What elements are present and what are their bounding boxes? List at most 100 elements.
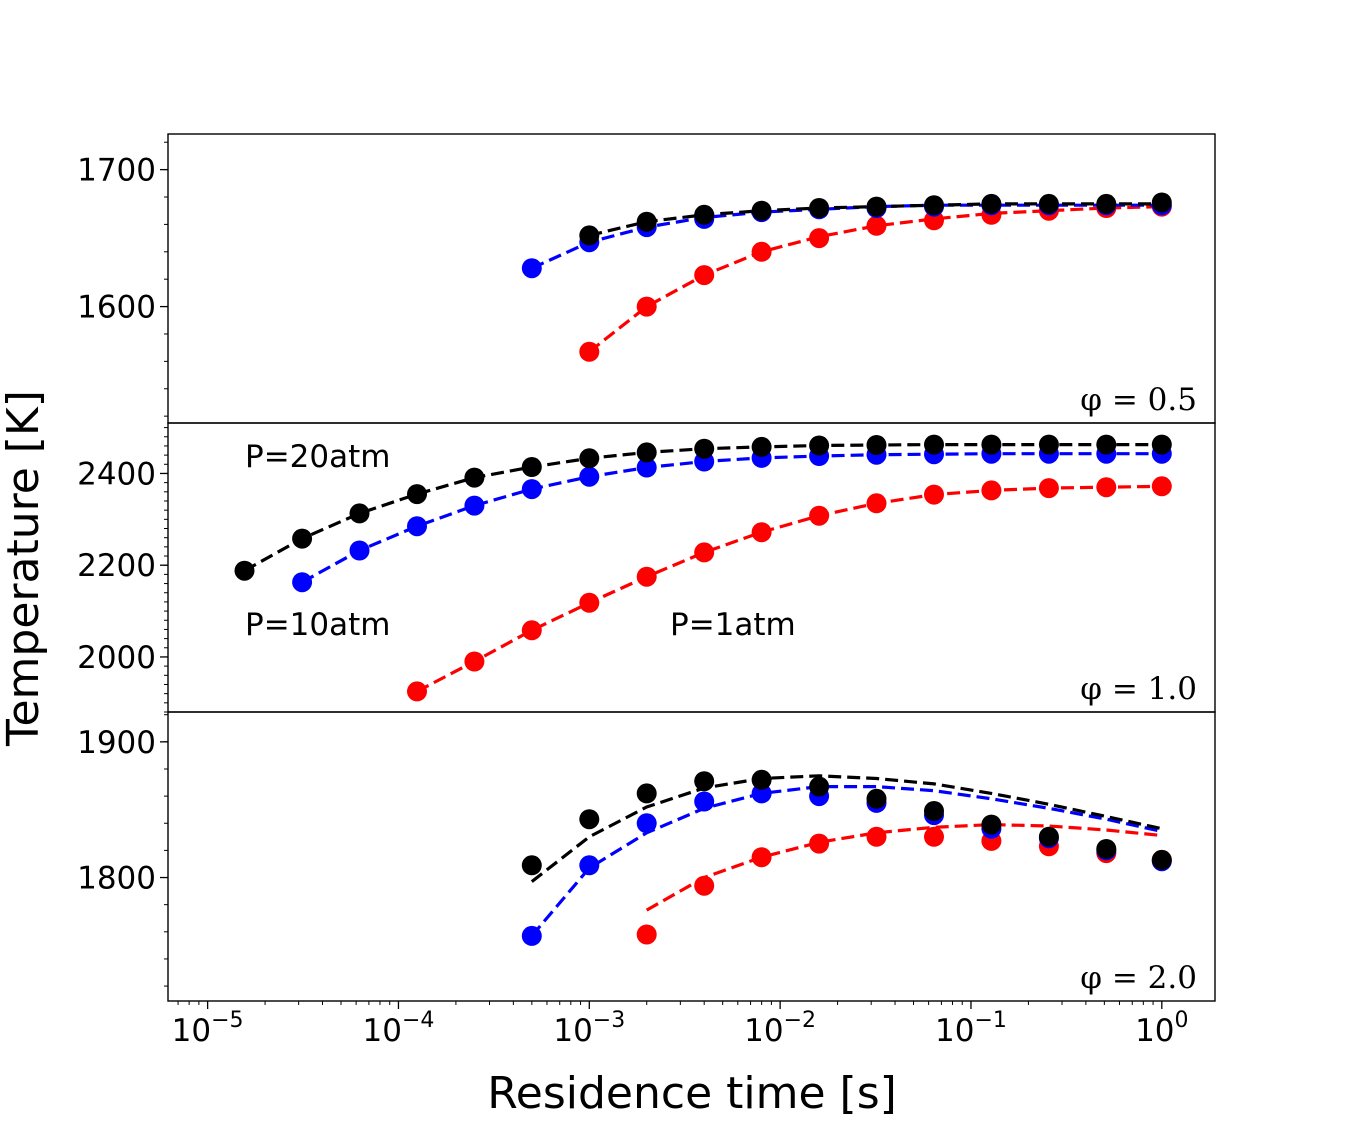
- data-point: [866, 826, 887, 847]
- data-point: [636, 296, 657, 317]
- x-tick-exponent: −4: [402, 1008, 434, 1033]
- panel-1: 1600 1700 φ = 0.5: [77, 133, 1216, 424]
- equivalence-ratio-label: φ = 1.0: [1080, 671, 1197, 707]
- data-point: [981, 434, 1002, 455]
- data-point: [521, 258, 542, 279]
- x-tick-exponent: −5: [211, 1008, 243, 1033]
- data-point: [1096, 477, 1117, 498]
- x-axis: 10−5 10−4 10−3 10−2 10−1 100: [172, 1001, 1189, 1049]
- series-line-p-1atm: [588, 205, 1162, 354]
- series-line-p-10atm: [531, 203, 1162, 270]
- x-tick-base: 10: [935, 1013, 974, 1049]
- data-point: [636, 783, 657, 804]
- x-tick-base: 10: [553, 1013, 592, 1049]
- data-point: [866, 435, 887, 455]
- data-point: [751, 847, 772, 868]
- data-point: [694, 875, 715, 896]
- data-point: [924, 826, 944, 847]
- data-point: [579, 466, 600, 487]
- data-point: [1038, 193, 1059, 214]
- y-tick-label: 2400: [77, 456, 156, 492]
- panel-frame: [167, 711, 1216, 1002]
- series-points-p-10atm: [521, 783, 1172, 946]
- data-point: [924, 801, 944, 821]
- data-point: [866, 196, 887, 217]
- data-point: [636, 566, 657, 587]
- equivalence-ratio-label: φ = 2.0: [1080, 960, 1197, 996]
- panels-layer: 1600 1700 φ = 0.5 2000 2200 2400 φ = 1.0 P=20at…: [77, 133, 1216, 1002]
- data-point: [866, 215, 887, 236]
- data-point: [809, 228, 830, 249]
- data-point: [349, 540, 370, 561]
- data-point: [866, 788, 887, 809]
- data-point: [407, 516, 427, 537]
- data-point: [924, 195, 944, 216]
- pressure-annotation: P=1atm: [670, 607, 796, 643]
- data-point: [349, 503, 370, 524]
- data-point: [579, 341, 600, 362]
- data-point: [407, 484, 427, 505]
- data-point: [636, 211, 657, 232]
- data-point: [521, 925, 542, 946]
- series-line-p-1atm: [645, 822, 1162, 912]
- data-point: [1151, 849, 1172, 870]
- x-tick-label: 10−4: [363, 1008, 435, 1049]
- data-point: [981, 193, 1002, 214]
- data-point: [636, 813, 657, 834]
- y-tick-label: 1700: [77, 153, 156, 189]
- x-tick-base: 10: [1135, 1013, 1174, 1049]
- data-point: [866, 493, 887, 514]
- data-point: [636, 457, 657, 478]
- panel-2: 2000 2200 2400 φ = 1.0 P=20atm P=10atm P=1atm: [77, 422, 1216, 713]
- data-point: [809, 833, 830, 854]
- series-points-p-20atm: [521, 769, 1172, 876]
- series-line-p-1atm: [416, 484, 1162, 693]
- data-point: [751, 769, 772, 790]
- series-line-p-20atm: [530, 774, 1163, 883]
- data-point: [751, 522, 772, 543]
- data-point: [751, 200, 772, 221]
- y-tick-label: 2000: [77, 640, 156, 676]
- data-point: [751, 436, 772, 457]
- series-points-p-1atm: [407, 476, 1172, 702]
- series-points-p-1atm: [636, 826, 1172, 945]
- data-point: [924, 434, 944, 455]
- data-point: [521, 457, 542, 477]
- series-line-p-10atm: [301, 452, 1162, 584]
- data-point: [1038, 434, 1059, 455]
- y-axis-title: Temperature [K]: [0, 390, 49, 747]
- data-point: [694, 771, 715, 792]
- data-point: [579, 448, 600, 469]
- data-point: [521, 479, 542, 500]
- data-point: [579, 225, 600, 246]
- series-points-p-10atm: [292, 443, 1172, 593]
- data-point: [464, 651, 485, 672]
- series-points-p-20atm: [579, 192, 1172, 246]
- data-point: [694, 265, 715, 286]
- data-point: [924, 210, 944, 231]
- series-line-p-10atm: [530, 784, 1163, 937]
- data-point: [751, 241, 772, 262]
- x-tick-label: 100: [1135, 1008, 1188, 1049]
- data-point: [981, 814, 1002, 835]
- y-tick-label: 2200: [77, 548, 156, 584]
- data-point: [579, 592, 600, 613]
- x-tick-label: 10−5: [172, 1008, 244, 1049]
- data-point: [521, 855, 542, 876]
- data-point: [1096, 839, 1117, 859]
- data-point: [1151, 434, 1172, 455]
- data-point: [981, 480, 1002, 501]
- x-tick-base: 10: [172, 1013, 211, 1049]
- data-point: [694, 204, 715, 225]
- data-point: [809, 198, 830, 218]
- pressure-annotation: P=20atm: [245, 439, 390, 475]
- data-point: [579, 809, 600, 830]
- data-point: [1151, 192, 1172, 213]
- data-point: [924, 484, 944, 505]
- data-point: [694, 791, 715, 812]
- series-points-p-20atm: [234, 434, 1172, 581]
- x-axis-title: Residence time [s]: [487, 1068, 897, 1119]
- data-point: [636, 442, 657, 463]
- data-point: [292, 528, 313, 549]
